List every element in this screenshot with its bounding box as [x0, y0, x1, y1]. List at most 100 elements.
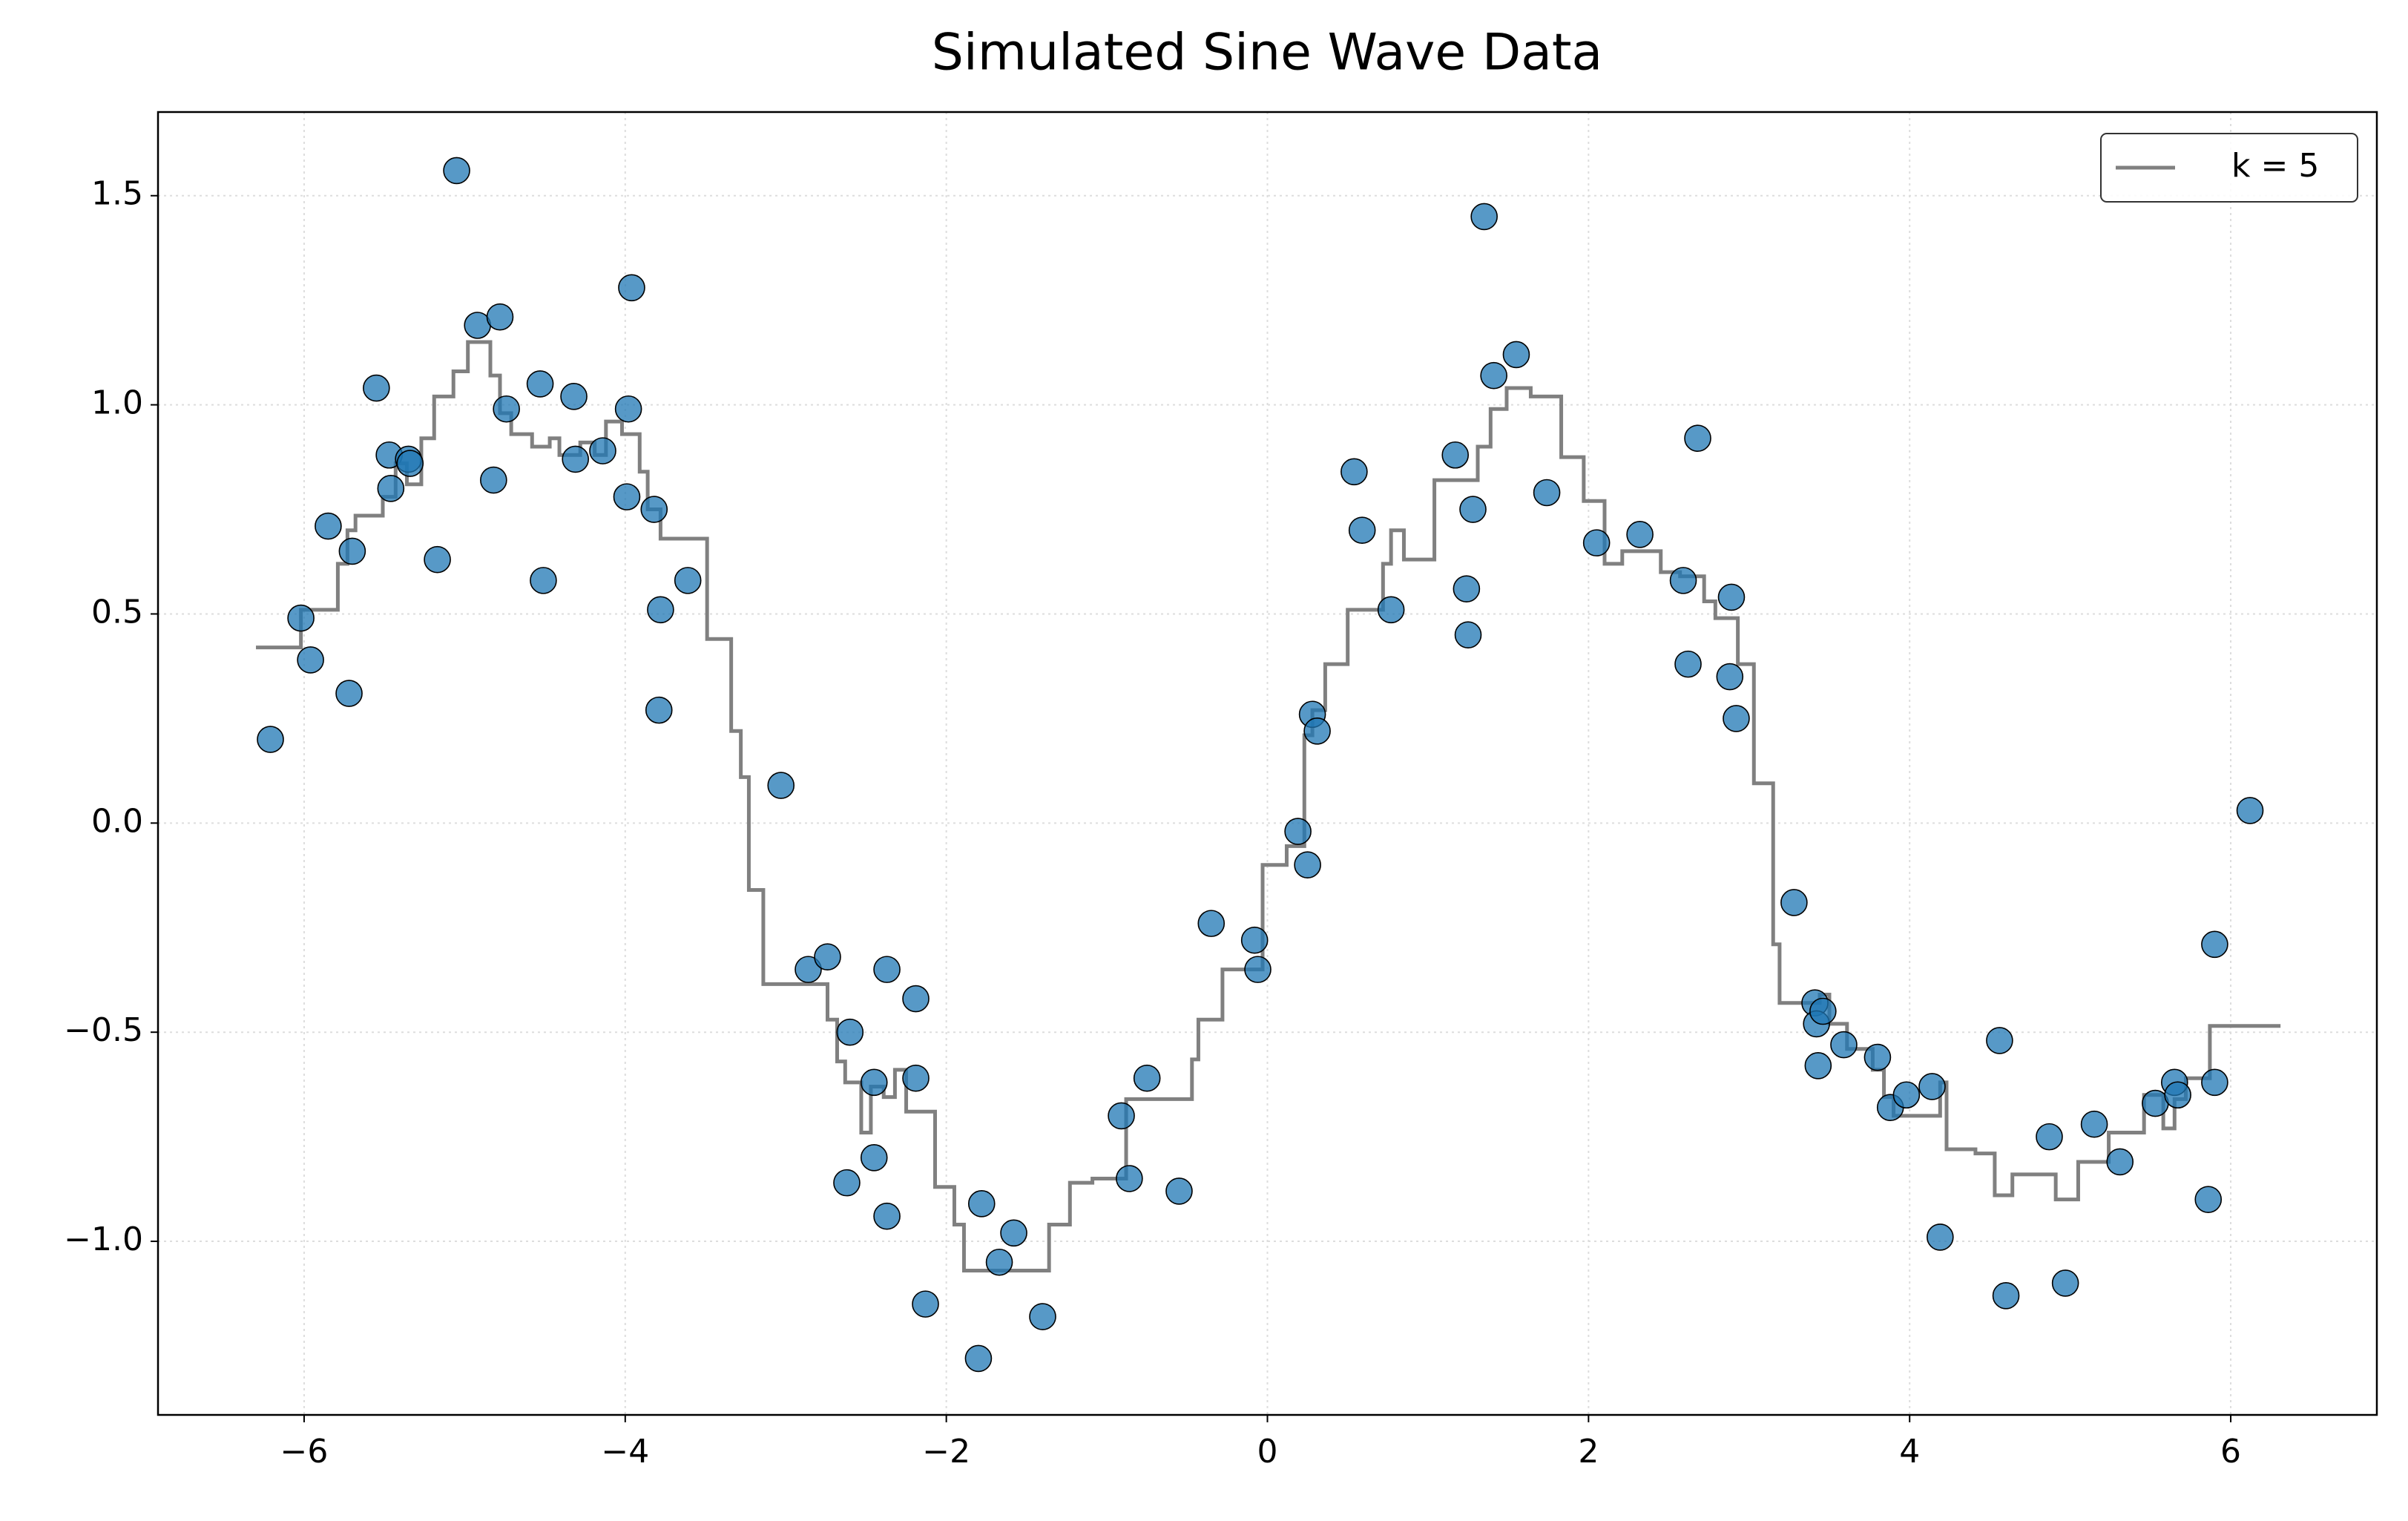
scatter-point: [480, 466, 507, 494]
scatter-point: [1717, 583, 1746, 611]
scatter-point: [338, 537, 366, 565]
scatter-point: [618, 274, 645, 302]
scatter-point: [1502, 341, 1530, 369]
scatter-point: [1197, 910, 1226, 937]
scatter-point: [589, 437, 616, 464]
scatter-point: [2080, 1110, 2108, 1138]
scatter-point: [424, 545, 451, 574]
scatter-point: [2201, 930, 2228, 959]
scatter-point: [1480, 361, 1507, 390]
scatter-point: [1804, 1051, 1832, 1080]
scatter-point: [1830, 1031, 1858, 1059]
scatter-point: [674, 567, 702, 594]
scatter-point: [645, 696, 673, 724]
scatter-point: [1340, 458, 1368, 486]
scatter-point: [2164, 1081, 2191, 1109]
scatter-point: [836, 1018, 864, 1046]
scatter-point: [1284, 818, 1312, 845]
scatter-point: [985, 1248, 1013, 1276]
x-tick-label: 4: [1899, 1433, 1920, 1471]
x-tick-label: 6: [2220, 1433, 2241, 1471]
scatter-point: [1303, 717, 1331, 745]
scatter-point: [1626, 521, 1654, 548]
scatter-point: [486, 303, 514, 331]
scatter-point: [767, 772, 795, 799]
x-tick-label: 0: [1257, 1433, 1278, 1471]
scatter-point: [902, 985, 930, 1013]
scatter-point: [1029, 1303, 1056, 1330]
scatter-point: [1348, 516, 1376, 545]
scatter-point: [1294, 851, 1321, 879]
y-tick-label: 1.0: [91, 384, 143, 422]
scatter-point: [297, 646, 324, 674]
scatter-point: [1454, 621, 1482, 648]
scatter-point: [2194, 1186, 2223, 1213]
scatter-point: [1441, 441, 1470, 469]
scatter-point: [1918, 1073, 1946, 1100]
scatter-point: [912, 1290, 939, 1318]
scatter-point: [795, 956, 822, 983]
scatter-point: [833, 1169, 861, 1197]
scatter-point: [1863, 1043, 1892, 1071]
scatter-point: [396, 450, 424, 477]
scatter-point: [647, 596, 674, 624]
scatter-point: [1453, 575, 1481, 602]
scatter-point: [1244, 956, 1272, 983]
scatter-point: [860, 1068, 888, 1097]
scatter-point: [560, 383, 588, 410]
scatter-point: [860, 1144, 888, 1172]
y-tick-label: 0.0: [91, 802, 143, 840]
scatter-point: [1000, 1219, 1027, 1247]
scatter-point: [814, 943, 841, 971]
scatter-point: [1459, 496, 1487, 523]
scatter-point: [1533, 479, 1561, 507]
scatter-point: [873, 956, 901, 983]
scatter-point: [530, 567, 557, 594]
scatter-point: [873, 1202, 901, 1230]
scatter-point: [2201, 1068, 2228, 1097]
scatter-point: [257, 726, 284, 753]
scatter-point: [1716, 663, 1744, 691]
scatter-point: [964, 1344, 993, 1373]
scatter-point: [1133, 1064, 1161, 1092]
scatter-point: [2236, 797, 2264, 824]
y-tick-label: −0.5: [64, 1011, 143, 1049]
scatter-point: [1669, 567, 1697, 594]
scatter-point: [1377, 596, 1405, 624]
scatter-point: [1582, 529, 1611, 556]
scatter-point: [1116, 1165, 1143, 1192]
scatter-point: [1986, 1027, 2013, 1054]
plot-frame: [157, 111, 2378, 1416]
scatter-point: [377, 475, 405, 502]
scatter-point: [1780, 889, 1808, 916]
chart-title: Simulated Sine Wave Data: [932, 24, 1602, 82]
y-tick-label: 0.5: [91, 593, 143, 631]
scatter-point: [2106, 1148, 2134, 1176]
x-tick-label: −6: [280, 1433, 329, 1471]
scatter-point: [2036, 1123, 2063, 1151]
scatter-point: [1165, 1177, 1193, 1205]
scatter-point: [967, 1190, 996, 1218]
y-tick-label: −1.0: [64, 1221, 143, 1258]
scatter-point: [1723, 705, 1750, 732]
y-tick-label: 1.5: [91, 175, 143, 213]
scatter-point: [526, 370, 554, 398]
x-tick-label: −4: [601, 1433, 649, 1471]
legend-box: [2100, 133, 2358, 203]
scatter-point: [335, 680, 363, 707]
scatter-point: [2051, 1269, 2079, 1297]
legend-label: k = 5: [2231, 147, 2319, 185]
scatter-point: [1674, 650, 1702, 678]
scatter-point: [1470, 203, 1498, 231]
scatter-point: [1240, 926, 1269, 954]
x-tick-label: −2: [922, 1433, 970, 1471]
scatter-point: [363, 374, 390, 402]
scatter-point: [613, 483, 641, 510]
scatter-point: [493, 395, 520, 423]
scatter-point: [1992, 1282, 2020, 1310]
scatter-point: [287, 604, 315, 632]
scatter-point: [443, 157, 470, 185]
scatter-point: [562, 445, 590, 473]
